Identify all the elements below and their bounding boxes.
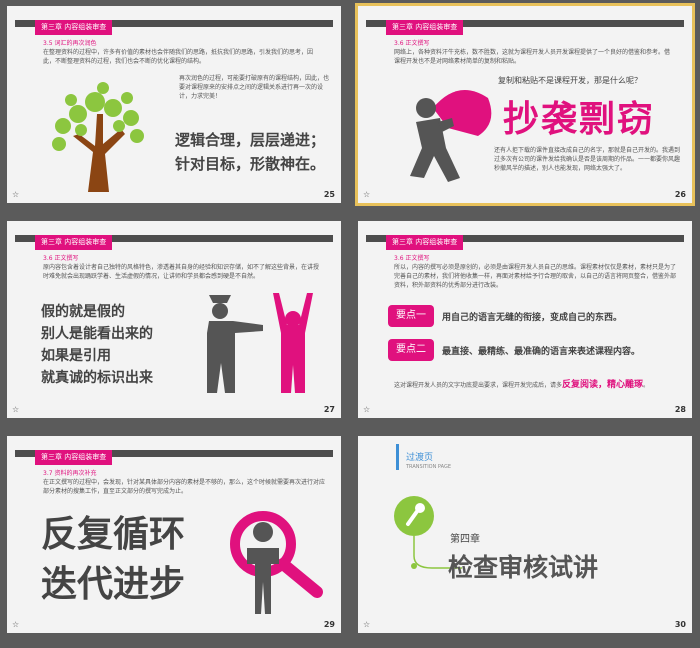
footer-note: 这对课程开发人员的文字功底提出要求，课程开发完成后，请多反复阅读，精心雕琢。 bbox=[394, 377, 649, 390]
body-text: 在整理资料的过程中，许多有价值的素材也会伴随我们的思路，抵抗我们的思路，引发我们… bbox=[43, 49, 314, 65]
star-icon: ☆ bbox=[12, 620, 20, 629]
headline-line-4: 就真诚的标识出来 bbox=[41, 370, 153, 386]
chapter-tag: 第三章 内容组装审查 bbox=[386, 235, 464, 250]
section-title: 3.5 词汇的再次润色 bbox=[43, 40, 97, 47]
headline-line-1: 假的就是假的 bbox=[41, 304, 125, 320]
footer-note-highlight: 反复阅读，精心雕琢 bbox=[562, 380, 644, 390]
slide-26[interactable]: 第三章 内容组装审查 3.6 正文撰写 网络上，各种资料汗牛充栋，数不胜数，这就… bbox=[355, 3, 695, 206]
slide-30[interactable]: 过渡页 TRANSITION PAGE 第四章 检查审核试讲 ☆ 30 bbox=[358, 436, 692, 633]
section-title: 3.7 资料的再次补充 bbox=[43, 470, 97, 477]
transition-heading: 过渡页 bbox=[406, 453, 434, 463]
slide-number: 28 bbox=[674, 405, 686, 414]
slide-29[interactable]: 第三章 内容组装审查 3.7 资料的再次补充 在正文撰写的过程中，会发现，针对某… bbox=[7, 436, 341, 633]
body-text: 网络上，各种资料汗牛充栋，数不胜数，这就为课程开发人员开发课程提供了一个良好的借… bbox=[394, 49, 671, 65]
slide-27[interactable]: 第三章 内容组装审查 3.6 正文撰写 原内容包含着设计者自己独特的风格特色，渗… bbox=[7, 221, 341, 418]
star-icon: ☆ bbox=[363, 190, 371, 199]
star-icon: ☆ bbox=[12, 405, 20, 414]
slide-25[interactable]: 第三章 内容组装审查 3.5 词汇的再次润色 在整理资料的过程中，许多有价值的素… bbox=[7, 6, 341, 203]
question-text: 复制和粘贴不是课程开发，那是什么呢？ bbox=[498, 76, 642, 85]
section-title: 3.6 正文撰写 bbox=[394, 40, 430, 47]
slide-number: 25 bbox=[323, 190, 335, 199]
slide-28[interactable]: 第三章 内容组装审查 3.6 正文撰写 所以，内容的撰写必须是原创的，必须是由课… bbox=[358, 221, 692, 418]
body-text: 在正文撰写的过程中，会发现，针对某具体部分内容的素材是不够的，那么，这个时候就需… bbox=[43, 479, 326, 495]
transition-subheading: TRANSITION PAGE bbox=[406, 464, 451, 470]
chapter-tag: 第三章 内容组装审查 bbox=[35, 20, 113, 35]
title-bar bbox=[366, 235, 684, 242]
headline: 反复循环 迭代进步 bbox=[41, 510, 185, 610]
thief-icon bbox=[410, 90, 492, 182]
chapter-tag: 第三章 内容组装审查 bbox=[35, 450, 113, 465]
magnifier-person-icon bbox=[230, 511, 323, 614]
key-point-1-badge: 要点一 bbox=[388, 305, 434, 327]
headline: 抄袭剽窃 bbox=[503, 99, 656, 140]
microphone-icon bbox=[394, 496, 462, 569]
chapter-title: 检查审核试讲 bbox=[448, 553, 599, 582]
star-icon: ☆ bbox=[363, 620, 371, 629]
body-text: 原内容包含着设计者自己独特的风格特色，渗透着其自身的经验和知识存储，如不了解这些… bbox=[43, 264, 320, 280]
tree-icon bbox=[52, 82, 144, 192]
slide-number: 29 bbox=[323, 620, 335, 629]
title-bar bbox=[366, 20, 684, 27]
key-point-2-badge: 要点二 bbox=[388, 339, 434, 361]
headline: 假的就是假的 别人是能看出来的 如果是引用 就真诚的标识出来 bbox=[41, 301, 153, 389]
key-point-1-text: 用自己的语言无缝的衔接，变成自己的东西。 bbox=[442, 313, 623, 323]
star-icon: ☆ bbox=[363, 405, 371, 414]
transition-accent bbox=[396, 444, 399, 470]
chapter-label: 第四章 bbox=[450, 534, 480, 545]
slide-number: 26 bbox=[674, 190, 686, 199]
title-bar bbox=[15, 450, 333, 457]
slide-number: 30 bbox=[674, 620, 686, 629]
headline-line-2: 迭代进步 bbox=[41, 564, 186, 605]
title-bar bbox=[15, 235, 333, 242]
body-text-2: 还有人拒下载的课件直接改成自己的名字，那就是自己开发的。我遇到过多次有公司的课件… bbox=[494, 147, 681, 172]
headline-line-3: 如果是引用 bbox=[41, 348, 111, 364]
police-arrest-icon bbox=[207, 293, 313, 393]
body-text: 所以，内容的撰写必须是原创的，必须是由课程开发人员自己的思维。课程素材仅仅是素材… bbox=[394, 264, 677, 289]
headline: 逻辑合理，层层递进；针对目标，形散神在。 bbox=[175, 131, 326, 173]
body-text-2: 再次润色的过程，可能要打破原有的课程结构，因此，也要对课程原来的安排点之间的逻辑… bbox=[179, 75, 330, 100]
chapter-tag: 第三章 内容组装审查 bbox=[35, 235, 113, 250]
key-point-2-text: 最直接、最精练、最准确的语言来表述课程内容。 bbox=[442, 347, 641, 357]
headline-line-1: 反复循环 bbox=[41, 514, 186, 555]
footer-note-c: 。 bbox=[643, 382, 650, 389]
star-icon: ☆ bbox=[12, 190, 20, 199]
chapter-tag: 第三章 内容组装审查 bbox=[386, 20, 464, 35]
slide-number: 27 bbox=[323, 405, 335, 414]
headline-line-2: 别人是能看出来的 bbox=[41, 326, 153, 342]
footer-note-a: 这对课程开发人员的文字功底提出要求，课程开发完成后，请多 bbox=[394, 382, 563, 389]
section-title: 3.6 正文撰写 bbox=[394, 255, 430, 262]
section-title: 3.6 正文撰写 bbox=[43, 255, 79, 262]
title-bar bbox=[15, 20, 333, 27]
